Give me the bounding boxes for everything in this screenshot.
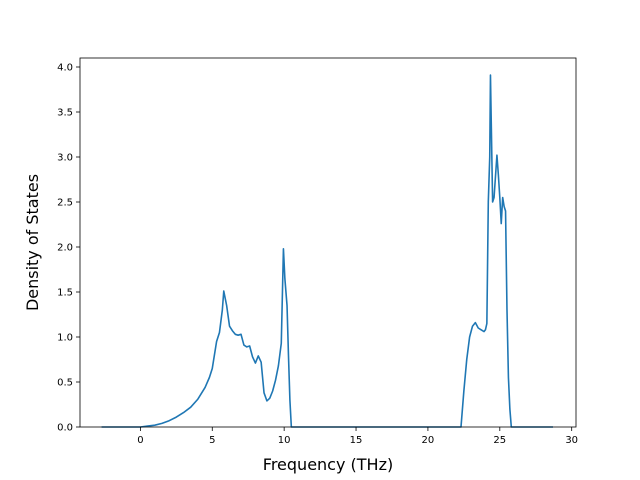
y-tick-label: 3.5: [57, 108, 73, 119]
x-tick-label: 15: [350, 435, 363, 446]
y-tick-label: 2.5: [57, 198, 73, 209]
x-tick-label: 25: [493, 435, 506, 446]
axes-frame: [79, 57, 577, 428]
x-tick-label: 10: [278, 435, 291, 446]
y-tick-label: 0.5: [57, 378, 73, 389]
x-axis-label: Frequency (THz): [263, 455, 393, 474]
y-tick-label: 0.0: [57, 423, 73, 434]
series-line-density-of-states: [101, 74, 553, 428]
x-tick-label: 0: [137, 435, 143, 446]
y-tick-label: 2.0: [57, 243, 73, 254]
y-axis: 0.0 0.5 1.0 1.5 2.0 2.5 3.0 3.5 4.0: [57, 63, 80, 434]
y-tick-label: 1.0: [57, 333, 73, 344]
y-tick-label: 3.0: [57, 153, 73, 164]
y-tick-label: 4.0: [57, 63, 73, 74]
x-axis: 0 5 10 15 20 25 30: [137, 427, 578, 446]
x-tick-label: 5: [209, 435, 215, 446]
y-tick-label: 1.5: [57, 288, 73, 299]
y-axis-label: Density of States: [23, 174, 42, 311]
x-tick-label: 20: [422, 435, 435, 446]
x-tick-label: 30: [565, 435, 578, 446]
plot-area: [101, 74, 553, 428]
